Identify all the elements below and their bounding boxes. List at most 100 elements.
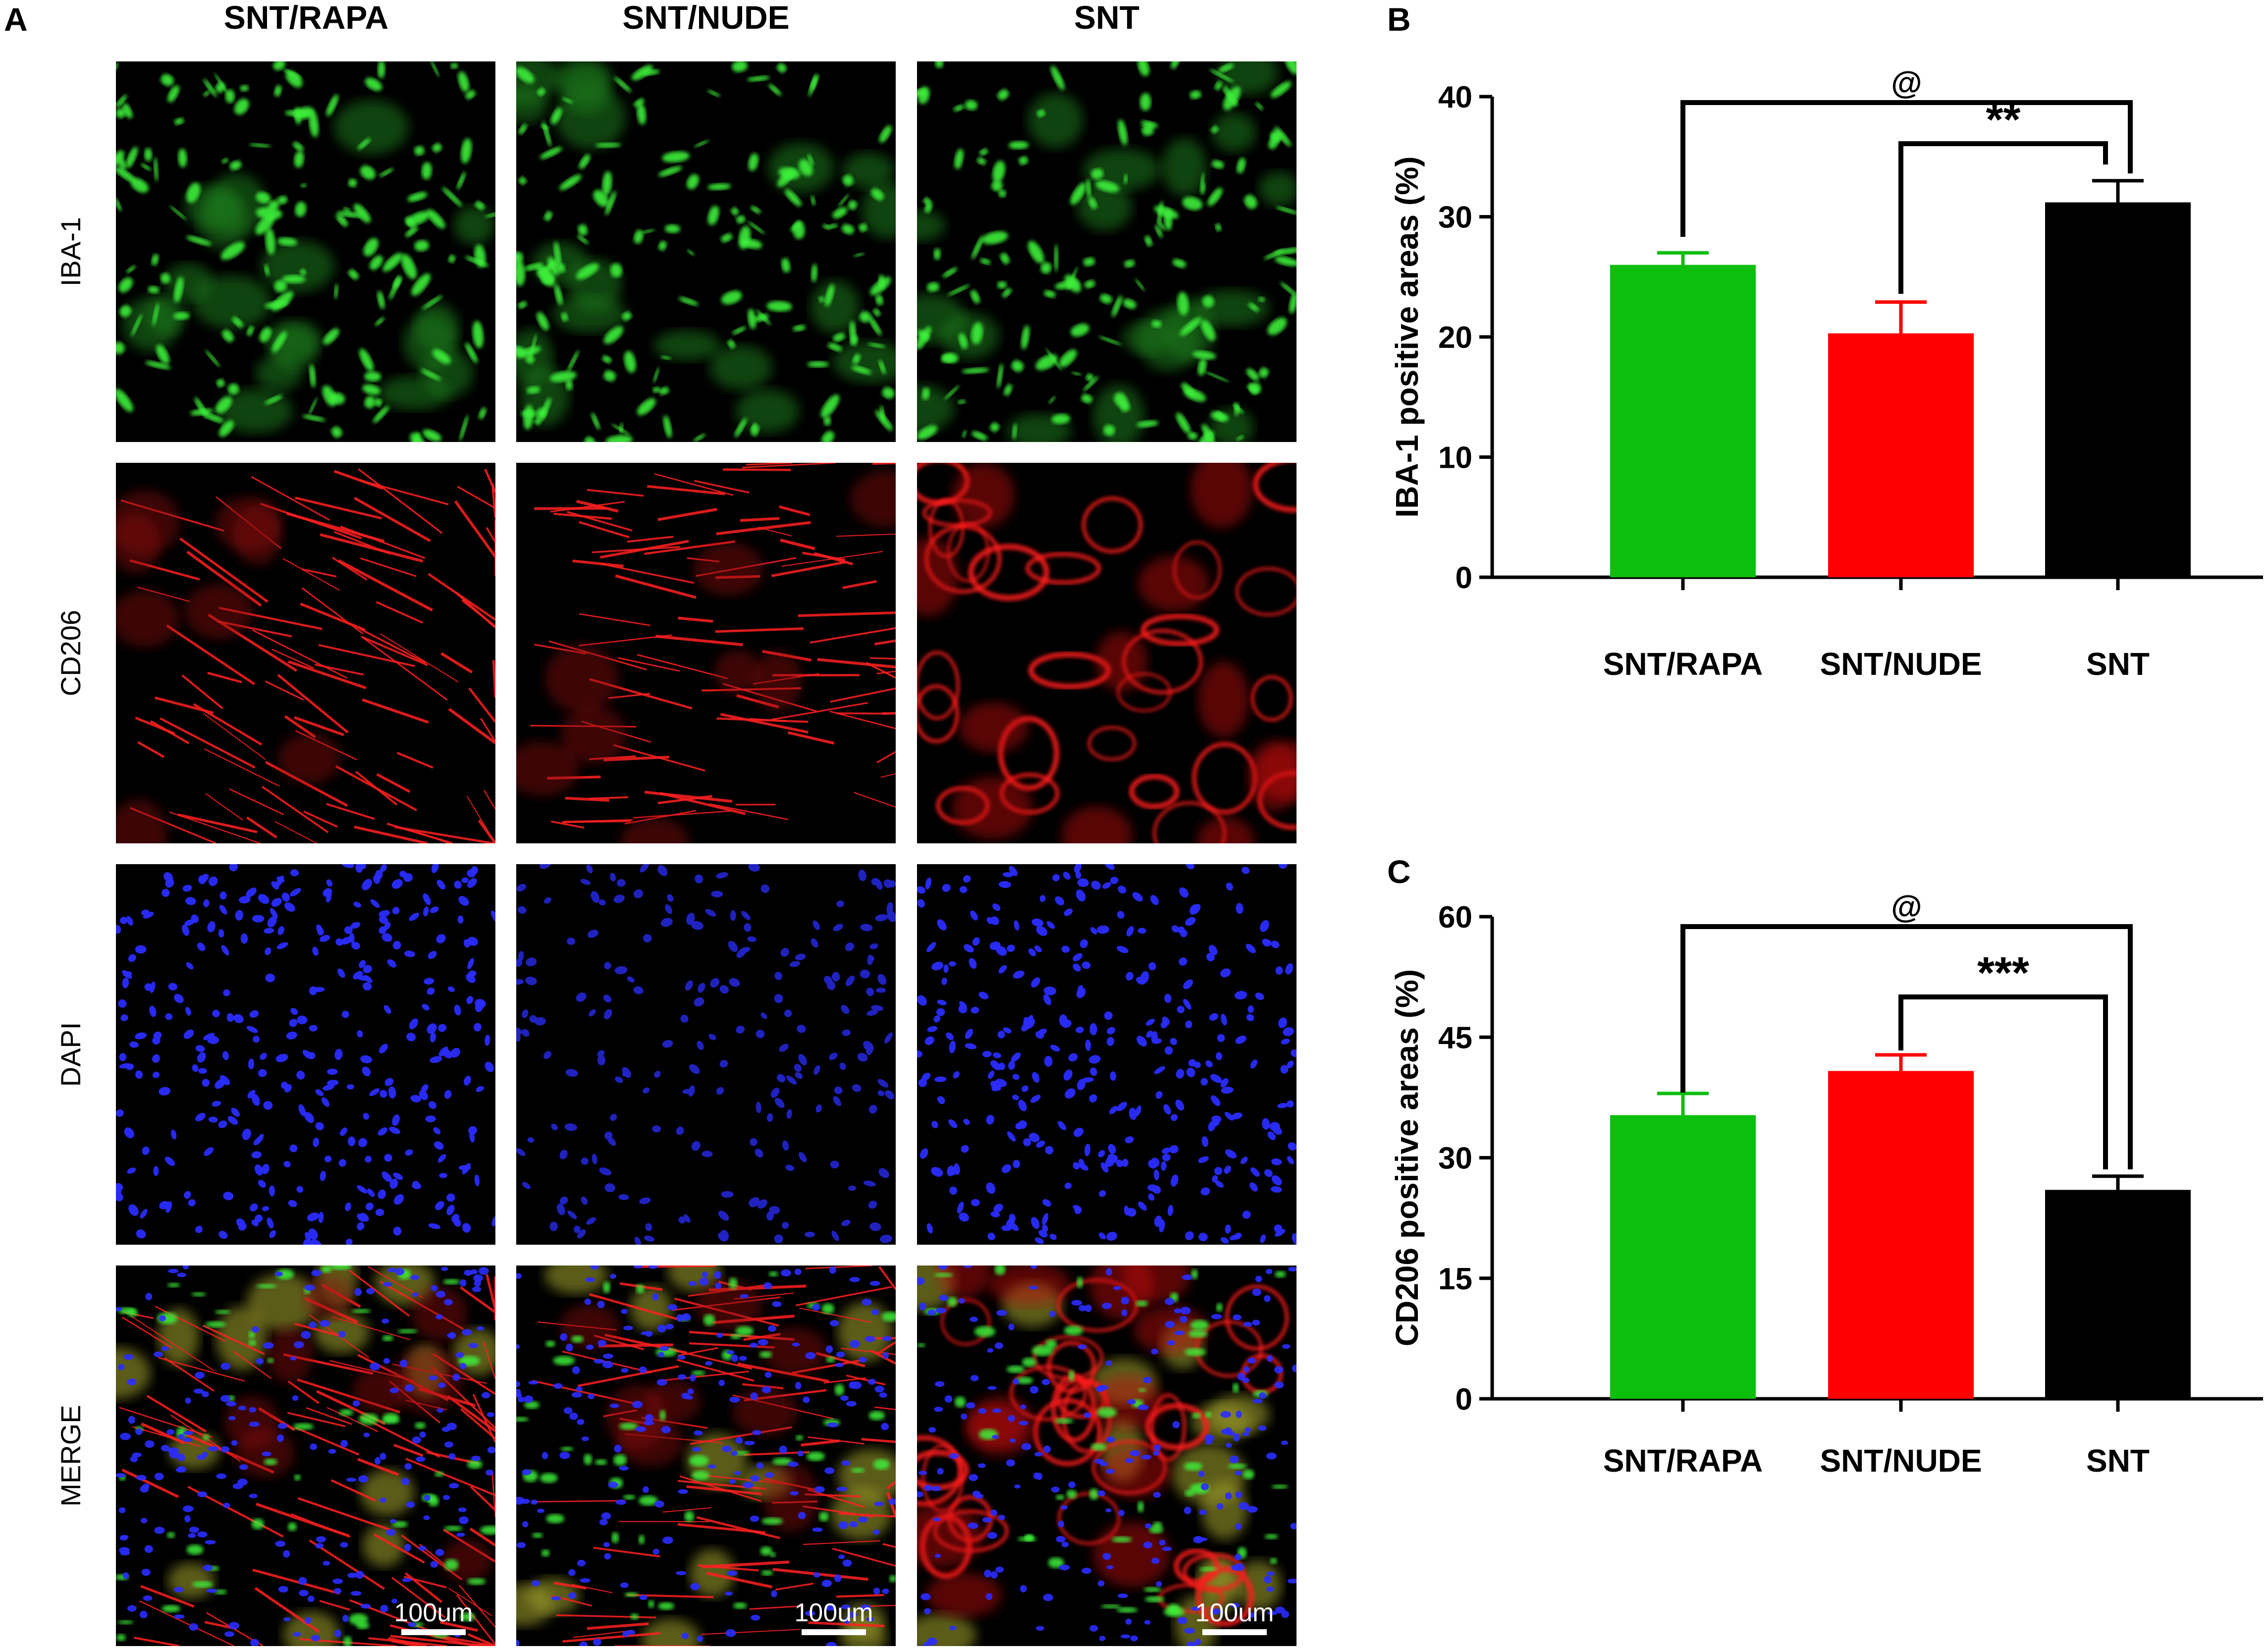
merge-nucleus [1034, 1452, 1043, 1457]
fiber [742, 1383, 784, 1389]
nucleus [252, 915, 265, 923]
nucleus [998, 965, 1007, 974]
nucleus [878, 1168, 889, 1178]
cell-process [459, 415, 469, 441]
fiber [749, 1605, 802, 1610]
cell-process [116, 198, 122, 212]
merge-nucleus [205, 1540, 216, 1544]
merge-nucleus [623, 1325, 634, 1330]
merge-nucleus [435, 1290, 446, 1298]
nucleus [1107, 1154, 1116, 1163]
nucleus [766, 1113, 773, 1122]
merge-nucleus [829, 1266, 836, 1274]
fiber [150, 720, 190, 745]
fiber [331, 1316, 411, 1340]
merge-nucleus [1041, 1378, 1050, 1385]
nucleus [365, 1203, 374, 1211]
merge-nucleus [424, 1494, 431, 1501]
cell-process [240, 85, 249, 92]
merge-green [1025, 1535, 1033, 1542]
merge-nucleus [395, 1267, 405, 1275]
nucleus [942, 884, 951, 892]
merge-green [1192, 1413, 1201, 1419]
merge-nucleus [990, 1571, 998, 1579]
cell-process [203, 90, 210, 97]
fiber [251, 476, 330, 521]
nucleus [774, 1234, 783, 1244]
merge-nucleus [1061, 1542, 1069, 1547]
nucleus [124, 1127, 134, 1139]
merge-green [1064, 1325, 1083, 1336]
merge-nucleus [970, 1375, 979, 1381]
merge-nucleus [1049, 1311, 1056, 1317]
nucleus [322, 1084, 334, 1091]
nucleus [676, 1126, 684, 1135]
nucleus [1032, 1072, 1040, 1083]
cell-process [407, 192, 428, 202]
nucleus [284, 902, 295, 912]
merge-nucleus [1021, 1443, 1031, 1450]
nucleus [931, 961, 944, 971]
significance-bracket [1680, 924, 2133, 1169]
nucleus [643, 934, 652, 943]
fiber [265, 761, 348, 807]
fiber [886, 1481, 896, 1490]
y-axis-label: CD206 positive areas (%) [1389, 969, 1425, 1346]
cell-process [997, 89, 1009, 100]
cell-process [222, 330, 234, 342]
merge-nucleus [298, 1577, 307, 1585]
merge-green [1242, 1469, 1254, 1480]
merge-green [639, 1495, 658, 1506]
nucleus [577, 1229, 586, 1239]
nucleus [202, 1079, 210, 1087]
merge-nucleus [1079, 1305, 1087, 1312]
red-patch [952, 463, 1015, 528]
merge-green [267, 1358, 274, 1363]
nucleus [1220, 968, 1231, 978]
nucleus [357, 1213, 366, 1222]
cell-process [1155, 224, 1163, 238]
merge-nucleus [1118, 1510, 1125, 1516]
merge-nucleus [1274, 1366, 1284, 1374]
nucleus [567, 937, 576, 945]
nucleus [1292, 1233, 1296, 1245]
merge-nucleus [220, 1363, 230, 1370]
nucleus [1013, 970, 1025, 979]
nucleus [198, 1068, 207, 1074]
cell-process [375, 317, 384, 326]
cell-process [1083, 376, 1099, 391]
merge-nucleus [1143, 1377, 1152, 1383]
merge-green [806, 1451, 825, 1461]
merge-nucleus [462, 1329, 472, 1336]
nucleus [152, 1071, 160, 1078]
merge-green [339, 1409, 354, 1416]
merge-nucleus [599, 1519, 608, 1526]
nucleus [218, 929, 224, 937]
merge-nucleus [159, 1315, 166, 1322]
cell-process [474, 244, 486, 268]
merge-nucleus [705, 1361, 713, 1366]
merge-green [1228, 1463, 1247, 1469]
merge-nucleus [275, 1541, 286, 1547]
merge-nucleus [328, 1449, 336, 1454]
fiber [637, 654, 728, 679]
fiber [394, 826, 494, 843]
nucleus [384, 1078, 394, 1086]
nucleus [463, 1075, 471, 1086]
merge-nucleus [992, 1408, 1002, 1413]
cell-process [479, 407, 486, 420]
cell-process [785, 189, 802, 207]
merge-nucleus [1125, 1618, 1132, 1625]
nucleus [797, 1025, 806, 1033]
nucleus [1171, 925, 1179, 933]
merge-green [1149, 1525, 1163, 1534]
fiber [155, 1306, 226, 1342]
nucleus [1042, 1213, 1049, 1225]
nucleus [1170, 1038, 1177, 1046]
merge-nucleus [412, 1436, 421, 1444]
nucleus [833, 924, 843, 932]
cell-process [116, 388, 133, 412]
merge-nucleus [379, 1497, 386, 1503]
merge-nucleus [249, 1421, 260, 1427]
merge-nucleus [355, 1571, 364, 1579]
